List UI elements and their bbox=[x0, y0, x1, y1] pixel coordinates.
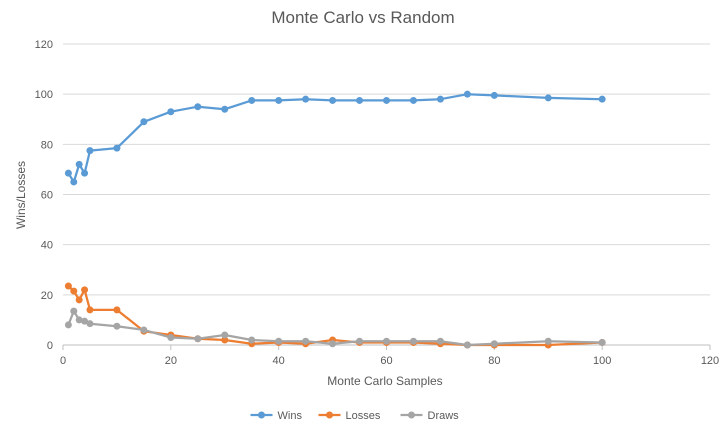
data-point-wins bbox=[275, 96, 283, 104]
data-point-losses bbox=[86, 306, 94, 314]
data-point-draws bbox=[113, 322, 121, 330]
data-point-draws bbox=[383, 337, 390, 345]
x-tick-label: 100 bbox=[593, 355, 611, 367]
data-point-wins bbox=[64, 169, 72, 177]
data-point-draws bbox=[544, 337, 552, 345]
x-tick-label: 60 bbox=[380, 355, 392, 367]
data-point-draws bbox=[64, 321, 72, 329]
data-point-wins bbox=[383, 96, 390, 104]
data-point-wins bbox=[194, 103, 202, 111]
legend-label-losses: Losses bbox=[346, 410, 381, 422]
legend-swatch-marker bbox=[258, 411, 265, 419]
data-point-draws bbox=[75, 316, 83, 324]
y-tick-label: 120 bbox=[35, 39, 53, 51]
data-point-wins bbox=[75, 160, 83, 168]
data-point-wins bbox=[70, 178, 78, 186]
data-point-wins bbox=[248, 96, 256, 104]
data-point-losses bbox=[221, 336, 229, 344]
legend-swatch-marker bbox=[408, 411, 415, 419]
legend: Wins Losses Draws bbox=[250, 410, 460, 422]
data-point-wins bbox=[356, 96, 364, 104]
data-point-draws bbox=[221, 331, 229, 339]
x-tick-label: 120 bbox=[701, 355, 719, 367]
legend-entry-losses: Losses bbox=[318, 410, 381, 422]
legend-entry-draws: Draws bbox=[400, 410, 460, 422]
data-point-wins bbox=[490, 91, 498, 99]
series-line-wins bbox=[67, 93, 603, 184]
data-point-wins bbox=[81, 169, 89, 177]
data-point-losses bbox=[70, 287, 78, 295]
data-point-wins bbox=[544, 94, 552, 102]
chart-title: Monte Carlo vs Random bbox=[271, 8, 454, 27]
x-tick-label: 20 bbox=[165, 355, 177, 367]
y-tick-label: 40 bbox=[41, 240, 53, 252]
legend-swatch-marker bbox=[326, 411, 333, 419]
data-point-draws bbox=[490, 340, 498, 348]
legend-label-wins: Wins bbox=[278, 410, 303, 422]
gridlines bbox=[63, 43, 710, 296]
data-point-losses bbox=[64, 282, 72, 290]
data-point-wins bbox=[86, 147, 94, 155]
legend-entry-wins: Wins bbox=[250, 410, 303, 422]
legend-label-draws: Draws bbox=[428, 410, 460, 422]
series-line-losses bbox=[67, 285, 603, 347]
y-tick-label: 60 bbox=[41, 190, 53, 202]
y-tick-label: 100 bbox=[35, 89, 53, 101]
data-point-wins bbox=[221, 105, 229, 113]
data-point-wins bbox=[409, 96, 417, 104]
data-point-draws bbox=[167, 333, 175, 341]
data-point-draws bbox=[463, 341, 471, 349]
data-point-wins bbox=[598, 95, 606, 103]
data-point-draws bbox=[329, 340, 337, 348]
data-point-draws bbox=[140, 326, 148, 334]
data-point-draws bbox=[436, 337, 444, 345]
data-point-draws bbox=[598, 338, 606, 346]
data-point-wins bbox=[167, 108, 175, 116]
data-point-wins bbox=[329, 96, 337, 104]
series-layer bbox=[64, 90, 606, 349]
data-point-losses bbox=[81, 286, 89, 294]
data-point-draws bbox=[70, 307, 78, 315]
data-point-losses bbox=[75, 296, 83, 304]
data-point-draws bbox=[248, 336, 256, 344]
data-point-wins bbox=[302, 95, 310, 103]
data-point-wins bbox=[140, 118, 148, 126]
x-tick-label: 0 bbox=[60, 355, 66, 367]
data-point-draws bbox=[86, 320, 94, 328]
x-axis-title: Monte Carlo Samples bbox=[327, 374, 442, 388]
data-point-wins bbox=[436, 95, 444, 103]
axes: 0 20 40 60 80 100 120 0 20 40 60 80 100 120 bbox=[35, 39, 720, 367]
data-point-wins bbox=[463, 90, 471, 98]
y-tick-label: 0 bbox=[47, 340, 53, 352]
data-point-losses bbox=[113, 306, 121, 314]
x-tick-label: 40 bbox=[273, 355, 285, 367]
data-point-draws bbox=[275, 337, 283, 345]
data-point-draws bbox=[356, 337, 364, 345]
data-point-draws bbox=[302, 337, 310, 345]
y-tick-label: 20 bbox=[41, 290, 53, 302]
data-point-draws bbox=[81, 317, 89, 325]
data-point-draws bbox=[194, 335, 202, 343]
y-tick-label: 80 bbox=[41, 139, 53, 151]
y-axis-title: Wins/Losses bbox=[14, 161, 28, 229]
data-point-draws bbox=[409, 337, 417, 345]
data-point-wins bbox=[113, 144, 121, 152]
x-tick-label: 80 bbox=[488, 355, 500, 367]
